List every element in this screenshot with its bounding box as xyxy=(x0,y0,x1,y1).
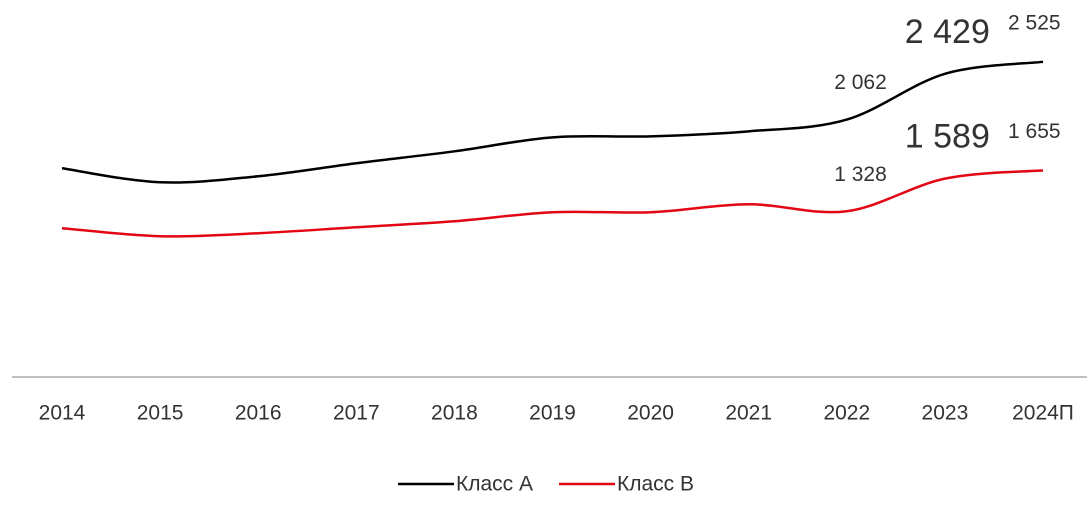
series-line xyxy=(61,60,1044,184)
x-tick-label: 2014 xyxy=(39,402,86,425)
x-tick-label: 2020 xyxy=(627,402,674,425)
x-tick-label: 2024П xyxy=(1012,402,1074,425)
x-tick-label: 2022 xyxy=(823,402,870,425)
series-line xyxy=(61,169,1044,238)
x-tick-label: 2015 xyxy=(137,402,184,425)
x-tick-label: 2016 xyxy=(235,402,282,425)
value-label: 2 429 xyxy=(905,13,990,51)
x-tick-label: 2019 xyxy=(529,402,576,425)
value-label: 1 589 xyxy=(905,118,990,156)
legend-label: Класс В xyxy=(617,473,694,496)
x-tick-label: 2021 xyxy=(725,402,772,425)
x-tick-label: 2023 xyxy=(922,402,969,425)
legend-label: Класс А xyxy=(456,473,533,496)
x-tick-label: 2017 xyxy=(333,402,380,425)
x-tick-label: 2018 xyxy=(431,402,478,425)
value-label: 1 328 xyxy=(834,163,887,186)
value-label: 1 655 xyxy=(1008,120,1061,143)
value-label: 2 525 xyxy=(1008,11,1061,34)
value-label: 2 062 xyxy=(834,71,887,94)
